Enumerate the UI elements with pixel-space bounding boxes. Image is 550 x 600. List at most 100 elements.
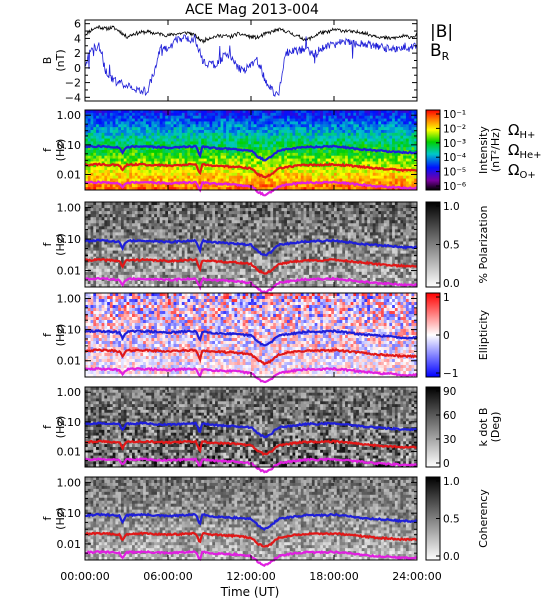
spectrogram-cell [209,247,213,251]
spectrogram-cell [132,262,136,267]
spectrogram-cell [126,175,130,179]
spectrogram-cell [201,256,205,261]
spectrogram-cell [154,208,158,212]
spectrogram-cell [281,150,285,154]
spectrogram-cell [148,274,152,279]
spectrogram-cell [170,250,174,255]
spectrogram-cell [206,138,210,142]
spectrogram-cell [187,135,191,139]
spectrogram-cell [339,167,343,171]
spectrogram-cell [234,115,238,119]
spectrogram-cell [190,265,194,270]
spectrogram-cell [112,138,116,142]
spectrogram-cell [137,150,141,154]
spectrogram-cell [145,112,150,117]
spectrogram-cell [137,253,141,258]
spectrogram-cell [143,274,147,279]
spectrogram-cell [156,170,161,174]
spectrogram-cell [397,141,401,145]
spectrogram-cell [168,172,172,177]
spectrogram-cell [226,253,230,258]
spectrogram-cell [403,124,407,128]
spectrogram-cell [306,150,310,154]
spectrogram-cell [195,161,199,165]
spectrogram-cell [226,155,230,159]
spectrogram-cell [270,187,274,191]
spectrogram-cell [156,167,161,171]
spectrogram-cell [228,250,233,255]
spectrogram-cell [347,172,351,177]
spectrogram-cell [143,112,147,117]
spectrogram-cell [187,220,191,224]
spectrogram-cell [223,220,227,224]
spectrogram-cell [405,141,410,145]
spectrogram-cell [132,229,136,233]
spectrogram-cell [378,164,382,168]
spectrogram-cell [165,235,169,239]
spectrogram-cell [378,150,382,154]
spectrogram-cell [173,208,177,212]
spectrogram-cell [386,187,390,191]
spectrogram-cell [411,181,415,185]
spectrogram-cell [154,135,158,139]
spectrogram-cell [101,205,105,209]
spectrogram-cell [206,226,210,230]
spectrogram-cell [98,124,102,128]
spectrogram-cell [245,158,249,162]
spectrogram-cell [98,167,102,171]
spectrogram-cell [179,175,183,179]
spectrogram-cell [220,214,224,218]
spectrogram-cell [107,170,111,174]
spectrogram-cell [90,223,94,227]
spectrogram-cell [132,130,136,134]
spectrogram-cell [96,170,100,174]
spectrogram-cell [392,115,396,119]
spectrogram-cell [168,161,172,165]
spectrogram-cell [87,217,91,221]
spectrogram-cell [400,132,404,137]
spectrogram-cell [85,205,89,209]
spectrogram-cell [320,138,324,142]
spectrogram-cell [325,115,329,119]
spectrogram-cell [231,268,235,273]
spectrogram-cell [217,121,221,125]
spectrogram-cell [317,155,321,159]
spectrogram-cell [403,130,407,134]
spectrogram-cell [129,184,133,188]
spectrogram-cell [394,170,399,174]
spectrogram-cell [259,112,263,117]
spectrogram-cell [192,184,197,188]
spectrogram-cell [96,283,100,288]
spectrogram-cell [151,147,155,151]
spectrogram-cell [356,184,360,188]
spectrogram-cell [134,121,138,125]
spectrogram-cell [181,250,185,255]
spectrogram-cell [397,110,401,114]
spectrogram-cell [226,130,230,134]
spectrogram-cell [115,155,119,159]
spectrogram-cell [85,217,89,221]
spectrogram-cell [181,161,185,165]
spectrogram-cell [165,112,169,117]
spectrogram-cell [96,155,100,159]
spectrogram-cell [215,178,219,182]
spectrogram-cell [101,181,105,185]
spectrogram-cell [336,127,340,131]
spectrogram-cell [104,253,108,258]
spectrogram-cell [408,141,412,145]
spectrogram-cell [93,208,97,212]
spectrogram-cell [134,150,138,154]
spectrogram-cell [109,211,114,215]
spectrogram-cell [231,217,235,221]
spectrogram-cell [187,274,191,279]
spectrogram-cell [173,178,177,182]
spectrogram-cell [262,130,266,134]
spectrogram-cell [278,175,282,179]
spectrogram-cell [203,202,208,206]
spectrogram-cell [273,138,277,142]
spectrogram-cell [195,211,199,215]
spectrogram-cell [170,141,174,145]
spectrogram-cell [145,172,150,177]
spectrogram-cell [162,280,166,285]
spectrogram-cell [400,184,404,188]
